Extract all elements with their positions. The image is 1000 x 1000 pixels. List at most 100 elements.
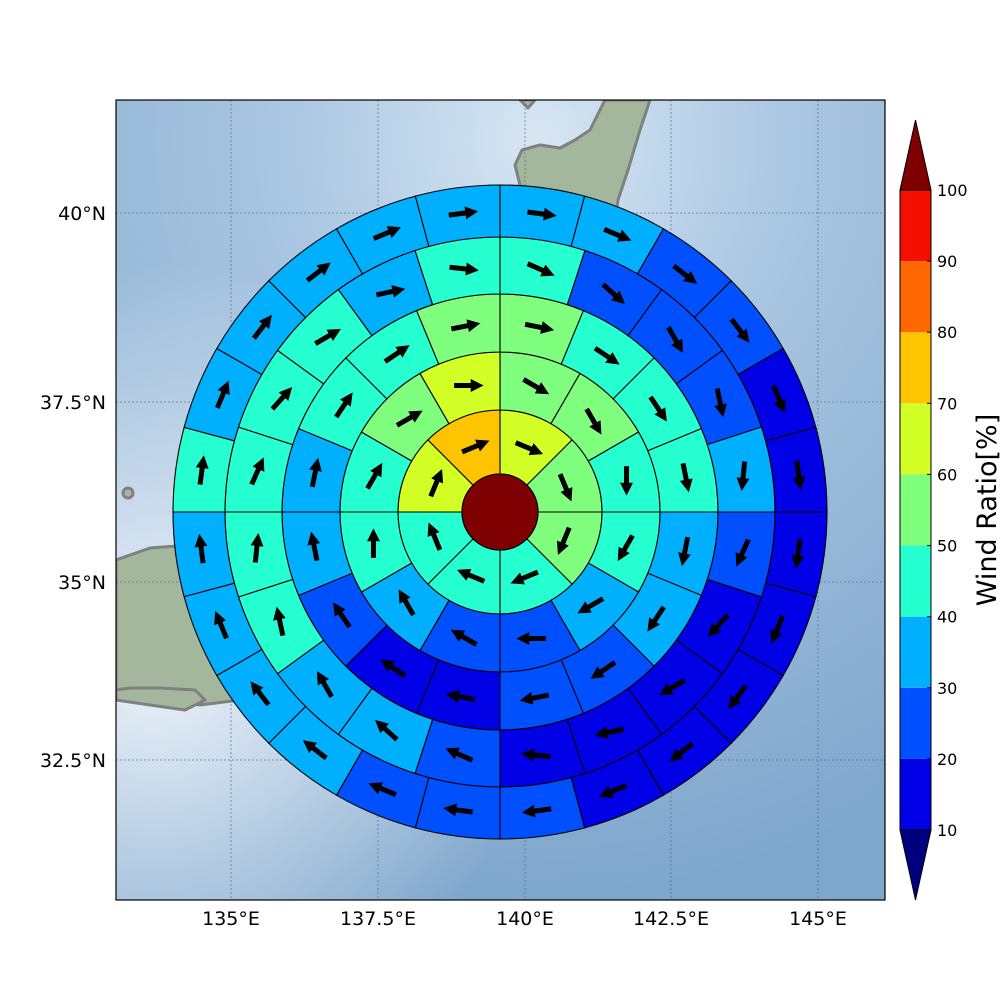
colorbar-bin [900,403,931,475]
wind-arrow [445,690,476,703]
lat-tick-label: 35°N [58,572,106,594]
land-shikoku [116,686,207,712]
rose-center [461,473,539,551]
colorbar-label: Wind Ratio[%] [972,414,1000,606]
wind-arrow [666,326,684,353]
colorbar-bin [900,474,931,546]
wind-arrow [250,681,271,707]
wind-arrow [593,346,620,365]
wind-arrow [556,526,572,556]
wind-arrow [427,522,443,551]
wind-arrow [519,691,550,705]
lat-tick-label: 32.5°N [40,750,106,772]
wind-arrow [214,610,229,640]
wind-arrow [194,533,208,564]
wind-arrow [770,615,785,644]
colorbar-tick-label: 50 [937,537,957,556]
lon-tick-label: 135°E [202,908,260,930]
colorbar-extend-min [899,829,932,901]
lon-tick-label: 145°E [789,908,847,930]
map-frame [115,99,886,901]
wind-arrow [314,328,341,346]
colorbar-bin [900,332,931,404]
wind-arrow [307,531,321,562]
wind-arrow [557,473,573,502]
wind-arrow [729,317,750,343]
wind-arrow [527,207,557,221]
colorbar: 10 20 30 40 50 60 70 80 90 100 [899,119,968,901]
wind-arrow [584,407,602,435]
lon-tick-label: 140°E [496,908,554,930]
lat-tick-labels: 40°N 37.5°N 35°N 32.5°N [40,203,106,772]
wind-arrow [672,263,698,284]
wind-arrow [372,226,402,241]
colorbar-bin [900,616,931,688]
wind-arrow [450,319,481,333]
land-hokkaido [518,100,537,110]
colorbar-bin [900,190,931,262]
lon-tick-label: 137.5°E [340,908,416,930]
wind-arrow [524,321,555,334]
wind-arrow [594,726,625,739]
wind-arrow [251,314,272,340]
wind-arrow [714,387,727,418]
colorbar-bin [900,687,931,759]
wind-arrow [603,227,632,242]
colorbar-bin [900,261,931,333]
wind-arrow [728,684,749,710]
wind-arrow [521,748,551,762]
wind-arrow [334,392,353,419]
wind-arrow [449,262,479,276]
wind-arrow [443,803,473,817]
colorbar-tick-label: 70 [937,394,957,413]
colorbar-bin [900,545,931,617]
wind-arrow [659,678,686,696]
colorbar-tick-label: 100 [937,181,968,200]
wind-arrow [309,457,322,488]
wind-arrow [791,539,805,569]
wind-arrow [273,606,286,637]
colorbar-tick-label: 40 [937,608,957,627]
wind-arrow [428,468,444,498]
wind-arrow [522,377,550,395]
wind-arrow [678,536,691,567]
wind-arrow [526,261,555,277]
colorbar-tick-label: 20 [937,750,957,769]
wind-arrow [195,455,209,485]
colorbar-bin [900,758,931,830]
wind-rose [172,184,828,840]
wind-arrow [398,589,416,617]
wind-arrow [215,380,230,409]
wind-arrow [735,538,751,567]
wind-arrow [375,719,399,742]
wind-arrow [461,439,490,455]
wind-arrow [577,596,605,614]
wind-arrow [707,613,730,637]
wind-arrow [250,533,264,563]
colorbar-extend-max [899,119,932,191]
wind-arrow [514,440,544,456]
wind-arrow [270,387,293,411]
lon-tick-labels: 135°E 137.5°E 140°E 142.5°E 145°E [202,908,847,930]
wind-arrow [510,569,539,585]
wind-arrow [448,206,479,220]
colorbar-tick-label: 80 [937,323,957,342]
lat-tick-label: 40°N [58,203,106,225]
wind-arrow [521,804,552,818]
wind-arrow [601,282,625,305]
wind-arrow [450,629,478,647]
wind-arrow [679,462,693,493]
wind-arrow [648,395,667,422]
colorbar-tick-label: 60 [937,465,957,484]
wind-arrow [316,671,334,698]
colorbar-tick-label: 30 [937,679,957,698]
wind-arrow [368,782,397,797]
wind-arrow [333,602,352,629]
lon-tick-label: 142.5°E [633,908,709,930]
wind-arrow [598,783,628,798]
wind-arrow [365,462,383,490]
wind-arrow [792,460,806,491]
lat-tick-label: 37.5°N [40,392,106,414]
wind-arrow [647,605,666,632]
